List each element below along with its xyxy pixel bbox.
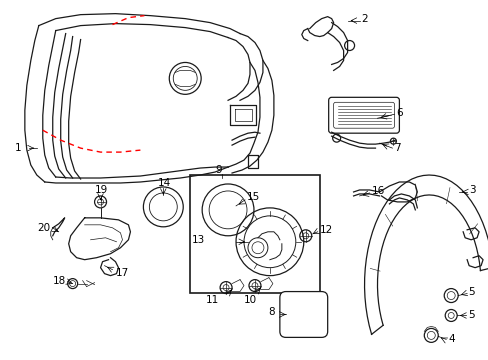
Text: 9: 9 [215,165,221,175]
Text: 6: 6 [396,108,402,118]
FancyBboxPatch shape [279,292,327,337]
Bar [190,175,319,293]
Text: 11: 11 [206,294,219,305]
Text: 1: 1 [15,143,21,153]
Text: 10: 10 [244,294,257,305]
Text: 5: 5 [467,287,474,297]
Text: 2: 2 [361,14,367,24]
Text: 17: 17 [115,267,128,278]
Text: 18: 18 [53,276,66,285]
Text: 12: 12 [319,225,332,235]
Text: 4: 4 [447,334,454,345]
Text: 3: 3 [468,185,475,195]
Text: 15: 15 [246,192,260,202]
Text: 5: 5 [467,310,474,320]
Text: 19: 19 [94,185,108,195]
Text: 13: 13 [192,235,205,245]
Text: 8: 8 [267,307,274,318]
FancyBboxPatch shape [328,97,399,133]
FancyBboxPatch shape [333,102,394,128]
Text: 7: 7 [394,143,400,153]
Text: 20: 20 [37,223,50,233]
Text: 16: 16 [371,186,384,196]
Text: 14: 14 [157,178,170,188]
